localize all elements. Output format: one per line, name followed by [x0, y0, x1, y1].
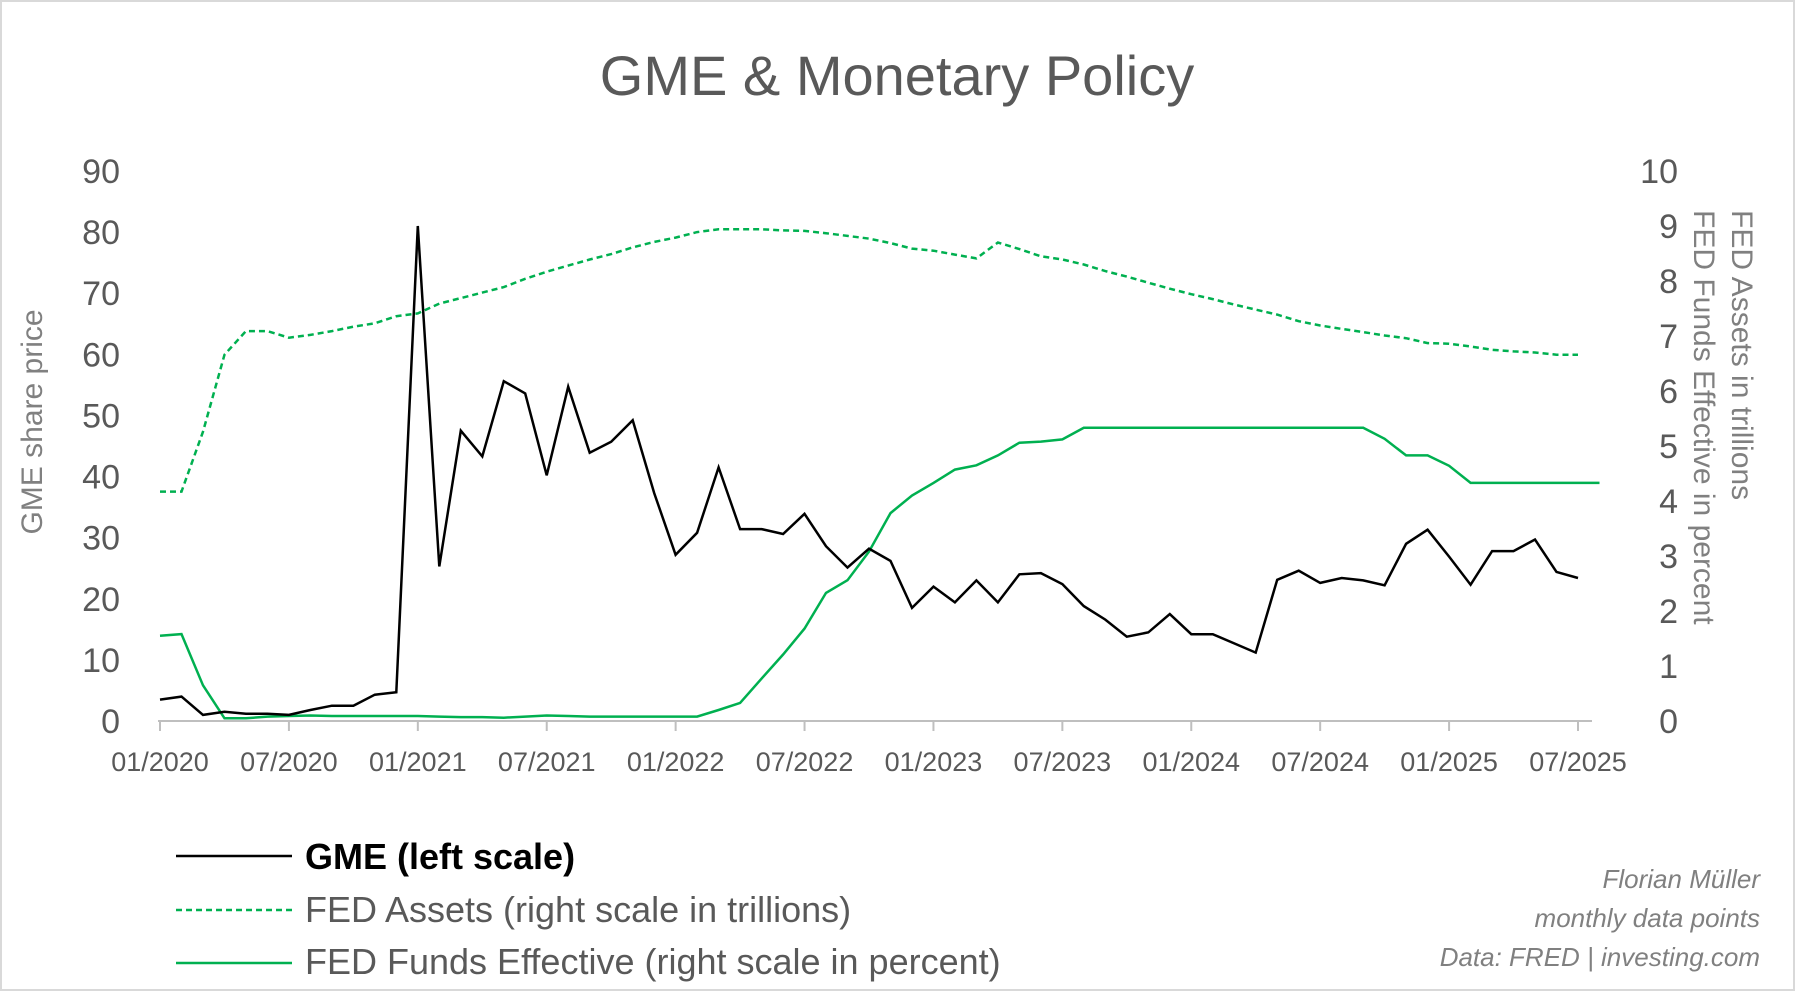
left-axis-label: GME share price: [16, 309, 49, 534]
series-line-fed-funds: [159, 426, 1600, 720]
x-tick-label: 07/2023: [1014, 747, 1112, 777]
right-tick-label: 7: [1659, 318, 1678, 356]
x-tick-label: 01/2020: [111, 747, 209, 777]
left-tick-label: 10: [82, 642, 120, 680]
legend-label-fed-funds: FED Funds Effective (right scale in perc…: [305, 941, 1001, 982]
x-axis: 01/2020 07/2020 01/2021 07/2021 01/2022 07/20…: [111, 720, 1627, 777]
right-tick-label: 0: [1659, 703, 1678, 741]
legend-label-gme: GME (left scale): [305, 836, 575, 877]
right-tick-label: 10: [1640, 153, 1678, 191]
x-tick-label: 07/2022: [756, 747, 854, 777]
x-tick-label: 01/2023: [885, 747, 983, 777]
credit-frequency: monthly data points: [1535, 903, 1760, 933]
right-tick-label: 9: [1659, 208, 1678, 246]
x-tick-label: 07/2020: [240, 747, 338, 777]
credits: Florian Müller monthly data points Data:…: [1440, 864, 1762, 972]
left-tick-label: 20: [82, 581, 120, 619]
x-tick-label: 07/2024: [1271, 747, 1369, 777]
chart-title: GME & Monetary Policy: [600, 44, 1194, 107]
x-tick-label: 01/2022: [627, 747, 725, 777]
left-tick-label: 70: [82, 275, 120, 313]
left-axis-ticks: 0 10 20 30 40 50 60 70 80 90: [82, 153, 120, 741]
left-tick-label: 40: [82, 459, 120, 497]
x-tick-label: 01/2025: [1400, 747, 1498, 777]
left-tick-label: 90: [82, 153, 120, 191]
left-tick-label: 50: [82, 397, 120, 435]
x-tick-label: 01/2021: [369, 747, 467, 777]
right-tick-label: 3: [1659, 538, 1678, 576]
right-axis-label-line-2: FED Funds Effective in percent: [1687, 210, 1720, 625]
legend: GME (left scale) FED Assets (right scale…: [176, 836, 1001, 982]
left-tick-label: 30: [82, 520, 120, 558]
right-tick-label: 1: [1659, 648, 1678, 686]
credit-author: Florian Müller: [1603, 864, 1762, 894]
legend-label-fed-assets: FED Assets (right scale in trillions): [305, 889, 851, 930]
right-tick-label: 5: [1659, 428, 1678, 466]
left-tick-label: 80: [82, 214, 120, 252]
right-tick-label: 6: [1659, 373, 1678, 411]
x-tick-label: 07/2021: [498, 747, 596, 777]
right-axis-label-line-1: FED Assets in trillions: [1725, 210, 1758, 500]
right-tick-label: 2: [1659, 593, 1678, 631]
right-tick-label: 4: [1659, 483, 1678, 521]
series-layer: [159, 225, 1600, 720]
series-line-gme: [159, 225, 1579, 717]
credit-source: Data: FRED | investing.com: [1440, 942, 1760, 972]
left-tick-label: 0: [101, 703, 120, 741]
x-tick-label: 01/2024: [1142, 747, 1240, 777]
right-tick-label: 8: [1659, 263, 1678, 301]
left-tick-label: 60: [82, 336, 120, 374]
series-line-fed-assets: [160, 228, 1578, 493]
right-axis-label: FED Assets in trillions FED Funds Effect…: [1687, 210, 1758, 625]
right-axis-ticks: 0 1 2 3 4 5 6 7 8 9 10: [1640, 153, 1678, 741]
x-tick-label: 07/2025: [1529, 747, 1627, 777]
